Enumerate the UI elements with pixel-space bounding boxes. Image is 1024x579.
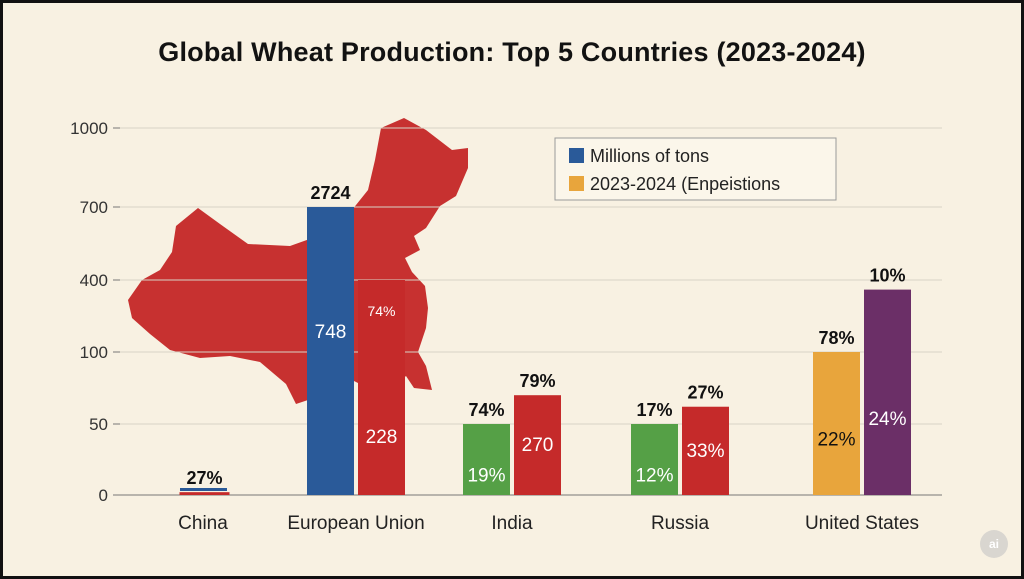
bar-value-label: 74% <box>468 400 504 420</box>
bar-value-label: 78% <box>818 328 854 348</box>
y-tick-label: 400 <box>80 271 108 290</box>
china-map-silhouette <box>128 118 468 404</box>
x-category-label: European Union <box>287 513 424 534</box>
bar-inner-label: 748 <box>315 322 347 343</box>
bar-inner-label: 19% <box>467 466 505 487</box>
x-category-label: United States <box>805 513 919 534</box>
bar <box>514 395 561 495</box>
bar-value-label: 79% <box>519 371 555 391</box>
bar-inner-label: 12% <box>635 466 673 487</box>
bar-value-label: 2724 <box>310 183 350 203</box>
x-category-label: China <box>178 513 228 534</box>
legend-swatch <box>569 148 584 163</box>
legend-label: 2023-2024 (Enpeistions <box>590 174 780 194</box>
bar-inner-label: 22% <box>817 430 855 451</box>
bar-value-label: 10% <box>869 266 905 286</box>
bar-inner-label: 228 <box>366 427 398 448</box>
bar <box>631 424 678 495</box>
watermark-badge: ai <box>980 530 1008 558</box>
bar-inner-label: 24% <box>868 409 906 430</box>
chart-title: Global Wheat Production: Top 5 Countries… <box>158 37 866 67</box>
bar-inner-label: 270 <box>522 435 554 456</box>
bar-inner-label: 74% <box>367 303 395 319</box>
x-category-label: Russia <box>651 513 710 534</box>
bar-value-label: 17% <box>636 400 672 420</box>
bar <box>682 406 729 495</box>
bar-value-label: 27% <box>186 468 222 488</box>
x-category-label: India <box>491 513 533 534</box>
y-tick-label: 100 <box>80 343 108 362</box>
y-tick-label: 0 <box>99 486 108 505</box>
bar-inner-label: 33% <box>686 441 724 462</box>
bar <box>463 424 510 495</box>
legend-box <box>554 137 837 201</box>
bar <box>179 492 230 495</box>
y-tick-label: 1000 <box>70 119 108 138</box>
bar-value-label: 27% <box>687 383 723 403</box>
y-tick-label: 700 <box>80 198 108 217</box>
y-tick-label: 50 <box>89 415 108 434</box>
bar <box>813 352 860 495</box>
bar <box>864 289 911 495</box>
legend-swatch <box>569 176 584 191</box>
legend-label: Millions of tons <box>590 146 709 166</box>
bar <box>307 207 354 495</box>
bar <box>358 280 405 495</box>
legend: Millions of tons 2023-2024 (Enpeistions <box>554 137 837 201</box>
bar-stripe <box>180 488 227 491</box>
